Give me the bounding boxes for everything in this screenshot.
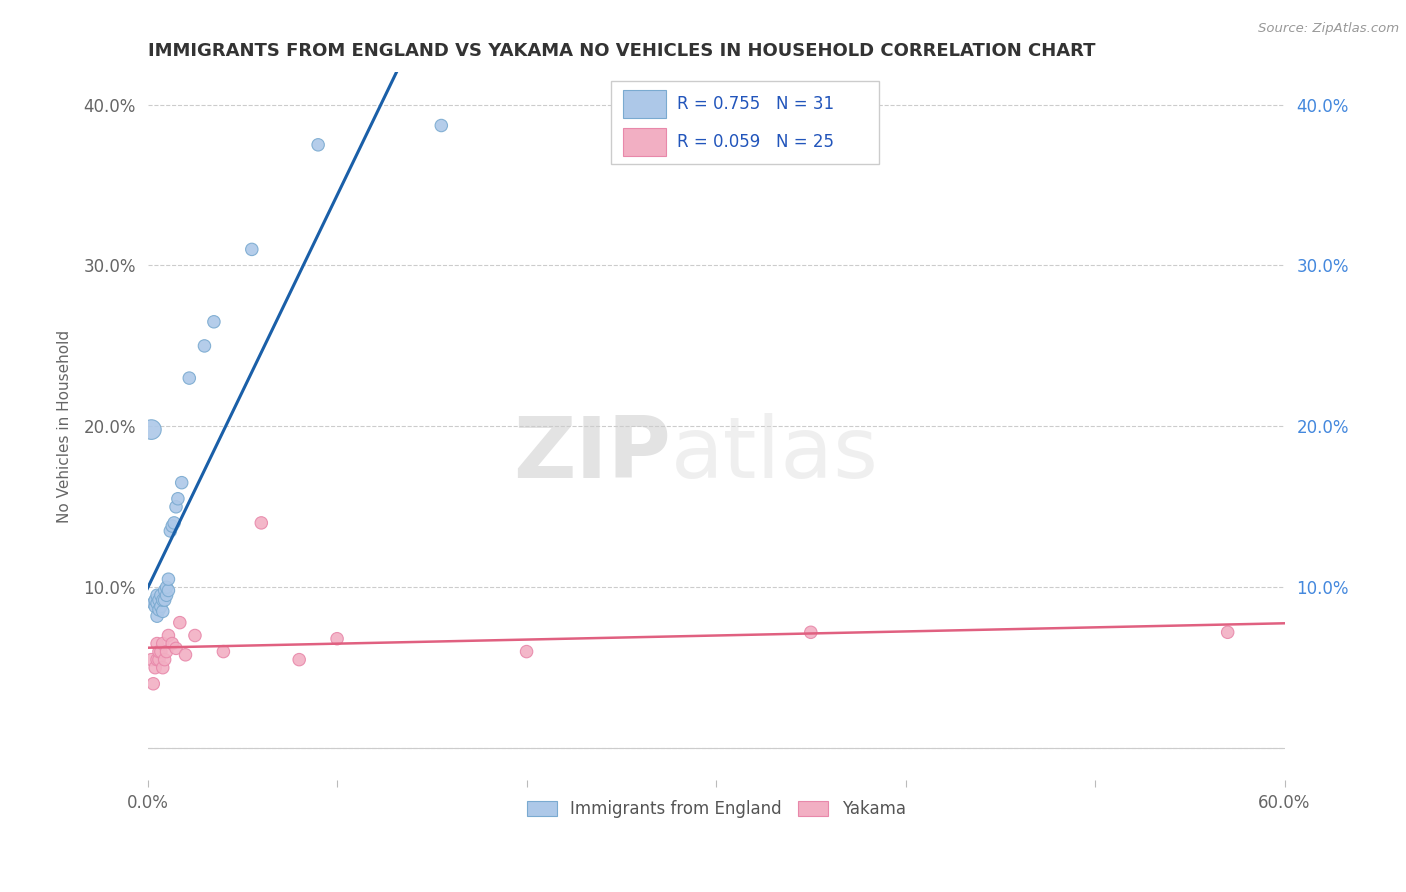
Point: [163, 516, 186, 530]
Text: Source: ZipAtlas.com: Source: ZipAtlas.com: [1258, 22, 1399, 36]
Point: [288, 653, 311, 667]
Point: [800, 625, 823, 640]
Point: [153, 593, 176, 607]
Point: [148, 603, 170, 617]
Point: [174, 648, 197, 662]
Point: [167, 491, 190, 506]
Point: [160, 519, 183, 533]
Point: [148, 653, 170, 667]
Text: atlas: atlas: [671, 413, 879, 496]
Point: [153, 583, 176, 598]
Text: R = 0.755   N = 31: R = 0.755 N = 31: [678, 95, 835, 113]
Point: [142, 596, 165, 610]
Point: [146, 653, 169, 667]
Point: [155, 588, 177, 602]
Point: [165, 641, 187, 656]
Point: [160, 636, 183, 650]
Point: [157, 583, 180, 598]
Point: [516, 644, 538, 658]
Point: [184, 628, 207, 642]
Point: [169, 615, 191, 630]
Point: [146, 588, 169, 602]
Point: [146, 596, 169, 610]
Point: [155, 580, 177, 594]
Point: [430, 119, 453, 133]
Text: IMMIGRANTS FROM ENGLAND VS YAKAMA NO VEHICLES IN HOUSEHOLD CORRELATION CHART: IMMIGRANTS FROM ENGLAND VS YAKAMA NO VEH…: [148, 42, 1095, 60]
Point: [157, 572, 180, 586]
Point: [179, 371, 201, 385]
Point: [146, 609, 169, 624]
Point: [202, 315, 225, 329]
Point: [170, 475, 193, 490]
FancyBboxPatch shape: [623, 128, 666, 156]
Point: [152, 661, 174, 675]
Point: [143, 661, 166, 675]
Point: [148, 593, 170, 607]
Point: [141, 423, 163, 437]
Point: [159, 524, 181, 538]
Point: [143, 593, 166, 607]
Point: [153, 653, 176, 667]
Point: [149, 588, 172, 602]
Point: [326, 632, 349, 646]
Point: [152, 593, 174, 607]
Point: [212, 644, 235, 658]
Point: [142, 677, 165, 691]
Point: [143, 599, 166, 614]
Point: [165, 500, 187, 514]
Point: [155, 644, 177, 658]
Point: [1216, 625, 1239, 640]
Point: [152, 604, 174, 618]
Point: [148, 644, 170, 658]
Point: [157, 628, 180, 642]
Legend: Immigrants from England, Yakama: Immigrants from England, Yakama: [520, 794, 912, 825]
FancyBboxPatch shape: [612, 81, 879, 164]
Point: [152, 636, 174, 650]
Text: R = 0.059   N = 25: R = 0.059 N = 25: [678, 133, 834, 151]
Point: [149, 599, 172, 614]
Point: [240, 243, 263, 257]
FancyBboxPatch shape: [623, 90, 666, 119]
Y-axis label: No Vehicles in Household: No Vehicles in Household: [58, 330, 72, 523]
Text: ZIP: ZIP: [513, 413, 671, 496]
Point: [250, 516, 273, 530]
Point: [141, 653, 163, 667]
Point: [307, 137, 329, 152]
Point: [193, 339, 215, 353]
Point: [149, 644, 172, 658]
Point: [146, 636, 169, 650]
